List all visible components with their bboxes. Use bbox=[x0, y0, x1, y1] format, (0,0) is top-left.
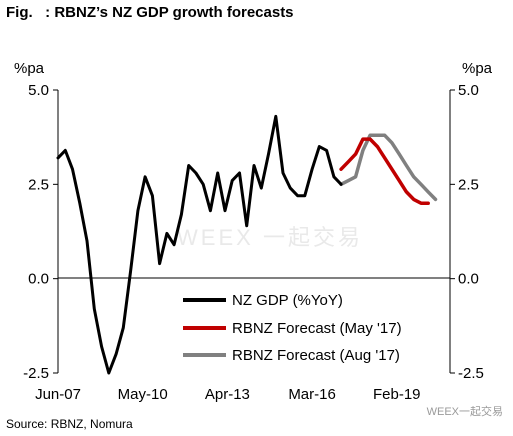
x-tick-label: May-10 bbox=[118, 386, 168, 403]
series-line-2 bbox=[339, 133, 438, 202]
legend-label-gdp: NZ GDP (%YoY) bbox=[232, 292, 343, 309]
figure-title: Fig. : RBNZ’s NZ GDP growth forecasts bbox=[6, 4, 294, 21]
legend: NZ GDP (%YoY) RBNZ Forecast (May '17) RB… bbox=[183, 292, 402, 364]
left-tick-label: -2.5 bbox=[23, 365, 49, 382]
series-line-1 bbox=[339, 137, 430, 205]
left-tick-labels: -2.5 0.0 2.5 5.0 bbox=[23, 82, 58, 382]
series-lines bbox=[56, 114, 438, 375]
watermark-text: WEEX 一起交易 bbox=[177, 225, 363, 250]
left-tick-label: 0.0 bbox=[28, 271, 49, 288]
x-tick-label: Mar-16 bbox=[288, 386, 336, 403]
right-tick-label: 5.0 bbox=[458, 82, 479, 99]
left-tick-label: 2.5 bbox=[28, 176, 49, 193]
x-tick-labels: Jun-07 May-10 Apr-13 Mar-16 Feb-19 bbox=[35, 386, 420, 403]
right-tick-label: 0.0 bbox=[458, 271, 479, 288]
left-axis-unit: %pa bbox=[14, 60, 45, 77]
left-tick-label: 5.0 bbox=[28, 82, 49, 99]
right-tick-labels: -2.5 0.0 2.5 5.0 bbox=[450, 82, 484, 382]
x-tick-label: Feb-19 bbox=[373, 386, 421, 403]
legend-label-aug: RBNZ Forecast (Aug '17) bbox=[232, 347, 400, 364]
right-tick-label: -2.5 bbox=[458, 365, 484, 382]
x-tick-label: Apr-13 bbox=[205, 386, 250, 403]
x-tick-label: Jun-07 bbox=[35, 386, 81, 403]
right-tick-label: 2.5 bbox=[458, 176, 479, 193]
legend-label-may: RBNZ Forecast (May '17) bbox=[232, 320, 402, 337]
watermark-corner: WEEX一起交易 bbox=[426, 406, 503, 418]
left-axis: %pa bbox=[14, 60, 59, 373]
right-axis: %pa bbox=[449, 60, 493, 373]
right-axis-unit: %pa bbox=[462, 60, 493, 77]
source-note: Source: RBNZ, Nomura bbox=[6, 417, 133, 431]
series-line-0 bbox=[56, 114, 343, 375]
